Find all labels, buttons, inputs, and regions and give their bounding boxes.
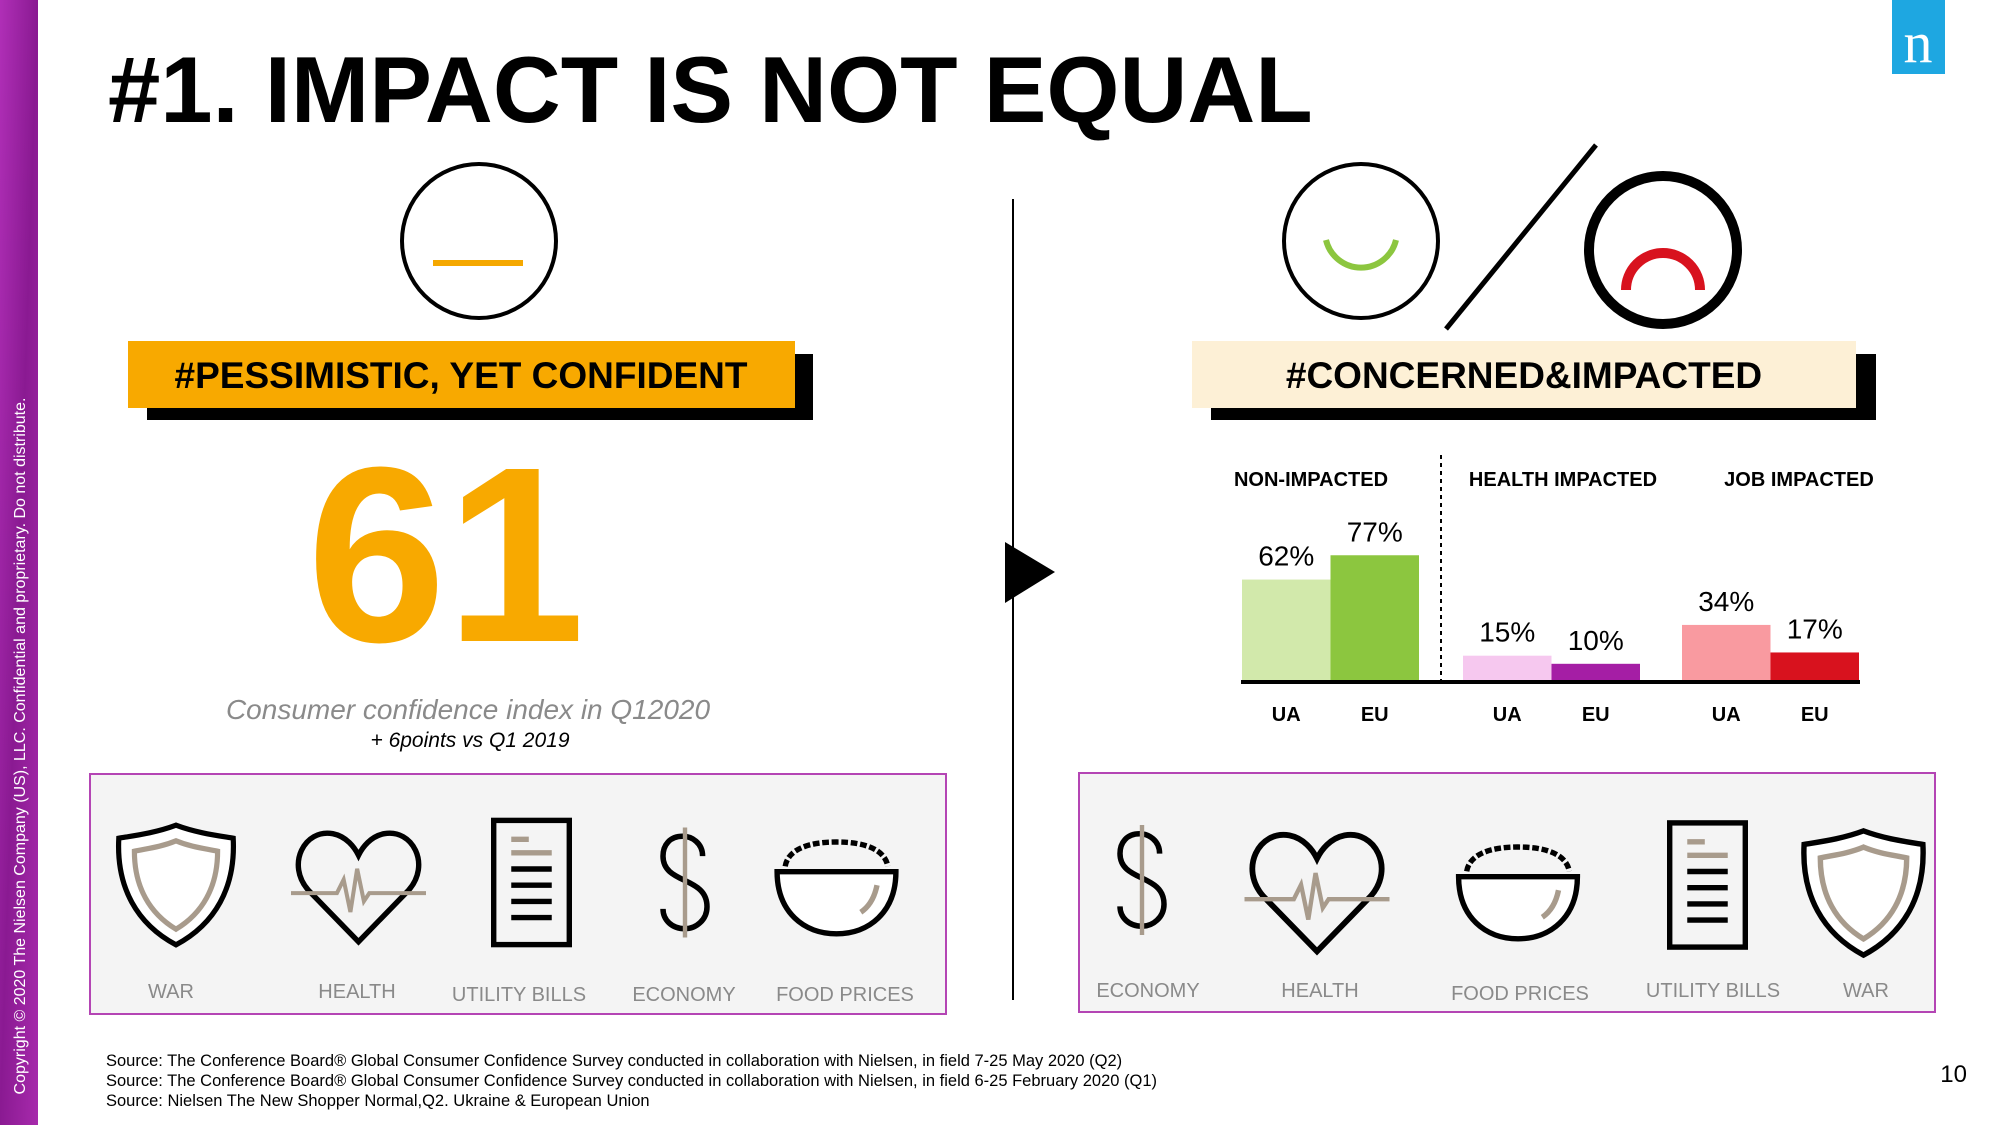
concern-label: UTILITY BILLS — [452, 984, 586, 1006]
neutral-face — [400, 162, 558, 320]
x-label: EU — [1582, 704, 1610, 726]
concern-label: ECONOMY — [1096, 980, 1199, 1002]
arrow — [1005, 542, 1055, 603]
bar — [1682, 624, 1771, 680]
copyright: Copyright © 2020 The Nielsen Company (US… — [12, 398, 29, 1095]
logo-text: n — [1904, 10, 1933, 75]
concern-label: HEALTH — [1281, 980, 1358, 1002]
x-label: UA — [1493, 704, 1522, 726]
value-label: 10% — [1568, 625, 1624, 656]
source: Source: Nielsen The New Shopper Normal,Q… — [106, 1092, 650, 1110]
bar — [1242, 579, 1331, 680]
slash — [1444, 143, 1598, 331]
concern-label: FOOD PRICES — [1451, 983, 1589, 1005]
concern-label: HEALTH — [318, 981, 395, 1003]
bar — [1551, 663, 1640, 680]
x-label: UA — [1272, 704, 1301, 726]
bar — [1463, 655, 1552, 680]
x-label: EU — [1361, 704, 1389, 726]
slide-title: #1. IMPACT IS NOT EQUAL — [108, 37, 1313, 142]
value-label: 15% — [1479, 617, 1535, 648]
bar — [1330, 555, 1419, 680]
smile — [1323, 239, 1399, 271]
index-value: 61 — [307, 415, 585, 694]
index-change: + 6points vs Q1 2019 — [370, 729, 569, 752]
value-label: 34% — [1698, 586, 1754, 617]
source: Source: The Conference Board® Global Con… — [106, 1052, 1122, 1070]
group-label: HEALTH IMPACTED — [1469, 469, 1657, 491]
page-number: 10 — [1940, 1061, 1967, 1088]
value-label: 77% — [1347, 516, 1403, 547]
concern-label: UTILITY BILLS — [1646, 980, 1780, 1002]
concern-label: FOOD PRICES — [776, 984, 914, 1006]
group-label: JOB IMPACTED — [1724, 469, 1874, 491]
concern-label: ECONOMY — [632, 984, 735, 1006]
tag-text: #PESSIMISTIC, YET CONFIDENT — [175, 355, 748, 396]
tag-box — [128, 341, 795, 408]
value-label: 62% — [1258, 541, 1314, 572]
index-caption: Consumer confidence index in Q12020 — [226, 694, 711, 725]
tag-box — [1192, 341, 1856, 408]
bar — [1770, 652, 1859, 680]
logo — [1892, 0, 1945, 74]
value-label: 17% — [1787, 613, 1843, 644]
frown — [1621, 248, 1705, 291]
happy-face — [1282, 162, 1440, 320]
sad-face — [1584, 171, 1742, 329]
impact-chart: NON-IMPACTED 62% UA 77% EU HEALTH IMPACTED 15%… — [1234, 455, 1874, 726]
source: Source: The Conference Board® Global Con… — [106, 1072, 1157, 1090]
x-label: UA — [1712, 704, 1741, 726]
side-strip — [0, 0, 38, 1125]
concern-label: WAR — [1843, 980, 1889, 1002]
tag-text: #CONCERNED&IMPACTED — [1286, 355, 1762, 396]
x-label: EU — [1801, 704, 1829, 726]
concern-label: WAR — [148, 981, 194, 1003]
group-label: NON-IMPACTED — [1234, 469, 1388, 491]
